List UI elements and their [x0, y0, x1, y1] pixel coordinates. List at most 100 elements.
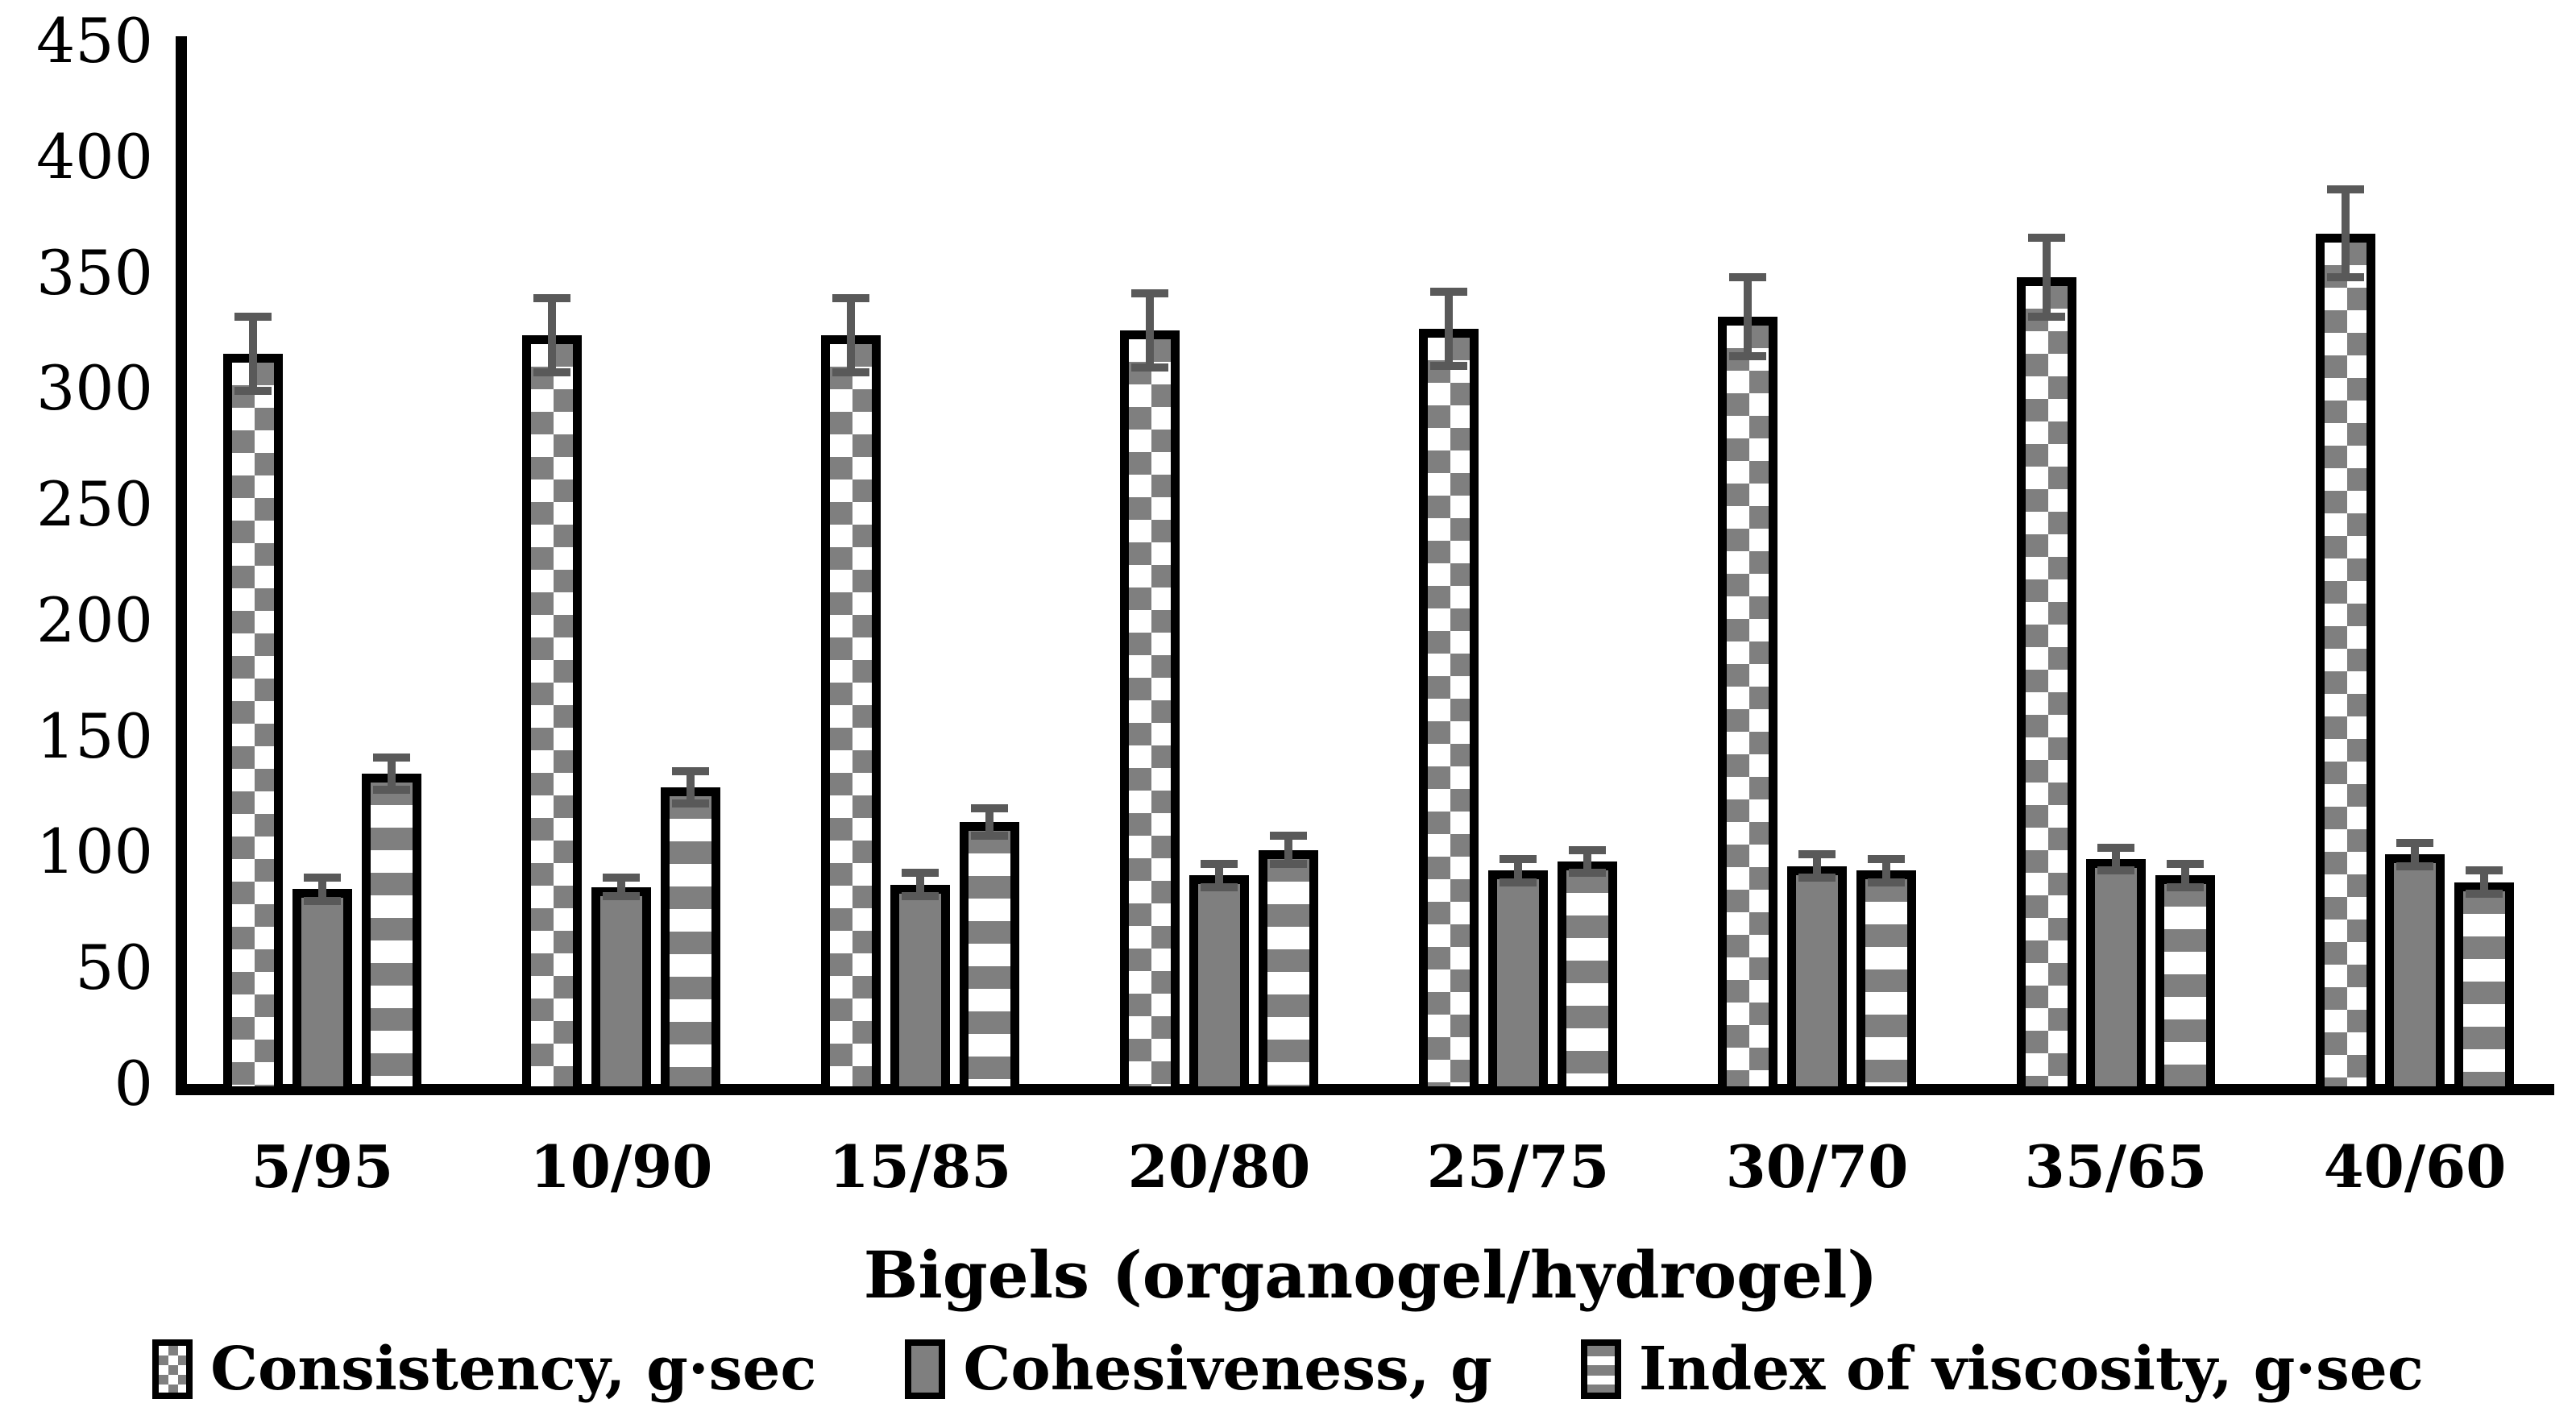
error-bar [617, 878, 625, 897]
error-bar [1215, 863, 1223, 887]
error-bar-cap [234, 387, 272, 396]
bar-solid-25/75 [1488, 870, 1548, 1095]
error-bar-cap [902, 892, 939, 901]
error-bar [1813, 854, 1821, 878]
y-tick-label: 50 [75, 932, 153, 1004]
error-bar-cap [304, 874, 341, 882]
y-tick-label: 250 [35, 468, 153, 541]
error-bar-cap [1201, 859, 1238, 868]
error-bar [548, 298, 556, 373]
legend-label: Cohesiveness, g [963, 1335, 1492, 1404]
error-bar-cap [2097, 866, 2134, 875]
bar-solid-30/70 [1787, 866, 1847, 1095]
error-bar-cap [2327, 273, 2364, 282]
error-bar [2342, 189, 2350, 278]
error-bar [985, 807, 993, 837]
error-bar [388, 757, 396, 790]
error-bar [1514, 859, 1522, 882]
bar-checkerboard-5/95 [223, 354, 283, 1095]
error-bar [2112, 847, 2120, 871]
y-tick-label: 0 [114, 1048, 153, 1119]
error-bar [916, 873, 924, 897]
error-bar-cap [533, 368, 570, 377]
bar-solid-5/95 [292, 889, 352, 1095]
legend-item-horizontal-stripes: Index of viscosity, g·sec [1580, 1335, 2424, 1404]
error-bar-cap [1270, 859, 1307, 868]
x-axis-title: Bigels (organogel/hydrogel) [863, 1237, 1878, 1313]
error-bar-cap [304, 896, 341, 905]
error-bar-cap [1500, 878, 1537, 886]
error-bar [1583, 849, 1591, 874]
bar-checkerboard-10/90 [522, 335, 582, 1095]
error-bar [2480, 870, 2488, 895]
bar-horizontal-stripes-40/60 [2454, 882, 2514, 1095]
bar-checkerboard-35/65 [2017, 277, 2076, 1095]
error-bar-cap [902, 869, 939, 878]
checkerboard-swatch-icon [152, 1339, 193, 1399]
error-bar-cap [1868, 855, 1905, 864]
legend-item-solid: Cohesiveness, g [905, 1335, 1492, 1404]
error-bar-cap [2396, 861, 2433, 870]
bar-checkerboard-30/70 [1718, 317, 1777, 1095]
bar-checkerboard-15/85 [821, 335, 881, 1095]
y-tick-label: 200 [35, 583, 153, 656]
error-bar [2411, 842, 2419, 866]
error-bar-cap [1569, 869, 1606, 878]
bar-horizontal-stripes-30/70 [1856, 870, 1916, 1095]
bar-solid-10/90 [591, 886, 651, 1095]
error-bar-cap [832, 368, 869, 377]
error-bar-cap [373, 753, 410, 762]
bar-solid-40/60 [2385, 854, 2445, 1095]
error-bar-cap [672, 799, 709, 808]
error-bar-cap [1430, 361, 1467, 370]
error-bar-cap [2167, 882, 2204, 891]
error-bar-cap [2028, 234, 2065, 243]
x-tick-label: 25/75 [1426, 1132, 1610, 1201]
error-bar [687, 770, 695, 804]
error-bar-cap [1868, 878, 1905, 886]
error-bar [847, 298, 855, 373]
error-bar-cap [971, 803, 1008, 812]
horizontal-stripes-swatch-icon [1580, 1339, 1621, 1399]
legend-label: Index of viscosity, g·sec [1638, 1335, 2424, 1404]
y-tick-label: 400 [35, 120, 153, 193]
error-bar [318, 878, 326, 901]
error-bar-cap [1798, 850, 1836, 859]
solid-swatch-icon [905, 1339, 946, 1399]
error-bar-cap [1500, 855, 1537, 864]
bar-horizontal-stripes-10/90 [661, 787, 720, 1095]
bar-checkerboard-25/75 [1419, 328, 1479, 1095]
error-bar-cap [1131, 289, 1168, 298]
y-axis-line [176, 36, 187, 1095]
error-bar-cap [1270, 832, 1307, 841]
error-bar-cap [234, 313, 272, 322]
bar-horizontal-stripes-25/75 [1558, 861, 1617, 1095]
error-bar-cap [2466, 890, 2503, 899]
error-bar-cap [603, 874, 640, 882]
error-bar-cap [1131, 363, 1168, 372]
y-tick-label: 150 [35, 700, 153, 772]
error-bar [2043, 238, 2051, 318]
error-bar-cap [832, 294, 869, 303]
legend-label: Consistency, g·sec [210, 1335, 817, 1404]
x-tick-label: 30/70 [1725, 1132, 1909, 1201]
error-bar-cap [672, 766, 709, 775]
error-bar [1284, 836, 1292, 864]
y-tick-label: 100 [35, 816, 153, 888]
error-bar-cap [2028, 313, 2065, 322]
error-bar [1445, 291, 1453, 366]
error-bar-cap [1430, 287, 1467, 296]
error-bar [249, 317, 257, 392]
y-tick-label: 350 [35, 236, 153, 309]
bar-solid-20/80 [1189, 875, 1249, 1095]
x-tick-label: 5/95 [251, 1132, 394, 1201]
error-bar-cap [533, 294, 570, 303]
y-tick-label: 450 [35, 5, 153, 77]
error-bar-cap [2466, 866, 2503, 875]
error-bar-cap [1201, 882, 1238, 891]
error-bar-cap [603, 892, 640, 901]
error-bar-cap [2327, 185, 2364, 194]
error-bar-cap [1729, 352, 1766, 361]
error-bar-cap [1569, 845, 1606, 854]
x-tick-label: 40/60 [2323, 1132, 2507, 1201]
